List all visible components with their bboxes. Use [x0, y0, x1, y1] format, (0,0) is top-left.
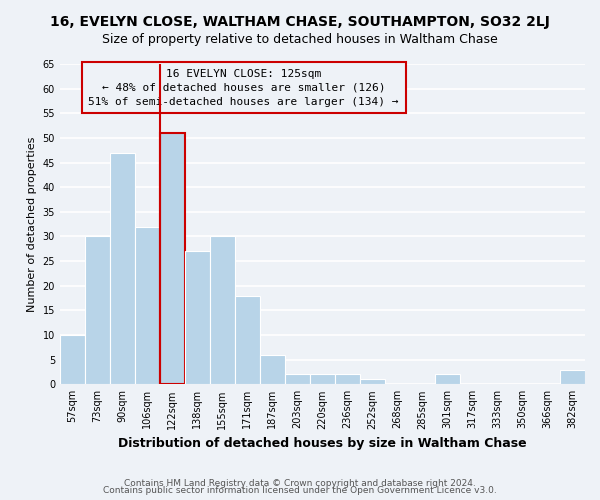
Bar: [210, 236, 235, 384]
Y-axis label: Number of detached properties: Number of detached properties: [27, 136, 37, 312]
Bar: [285, 374, 310, 384]
Text: Contains HM Land Registry data © Crown copyright and database right 2024.: Contains HM Land Registry data © Crown c…: [124, 478, 476, 488]
X-axis label: Distribution of detached houses by size in Waltham Chase: Distribution of detached houses by size …: [118, 437, 527, 450]
Bar: [235, 296, 260, 384]
Bar: [185, 252, 210, 384]
Text: 16 EVELYN CLOSE: 125sqm
← 48% of detached houses are smaller (126)
51% of semi-d: 16 EVELYN CLOSE: 125sqm ← 48% of detache…: [88, 69, 399, 107]
Text: Contains public sector information licensed under the Open Government Licence v3: Contains public sector information licen…: [103, 486, 497, 495]
Bar: [260, 354, 285, 384]
Bar: [160, 133, 185, 384]
Bar: [360, 380, 385, 384]
Bar: [110, 152, 135, 384]
Bar: [435, 374, 460, 384]
Bar: [335, 374, 360, 384]
Bar: [560, 370, 585, 384]
Text: Size of property relative to detached houses in Waltham Chase: Size of property relative to detached ho…: [102, 32, 498, 46]
Bar: [310, 374, 335, 384]
Bar: [60, 335, 85, 384]
Text: 16, EVELYN CLOSE, WALTHAM CHASE, SOUTHAMPTON, SO32 2LJ: 16, EVELYN CLOSE, WALTHAM CHASE, SOUTHAM…: [50, 15, 550, 29]
Bar: [135, 226, 160, 384]
Bar: [85, 236, 110, 384]
